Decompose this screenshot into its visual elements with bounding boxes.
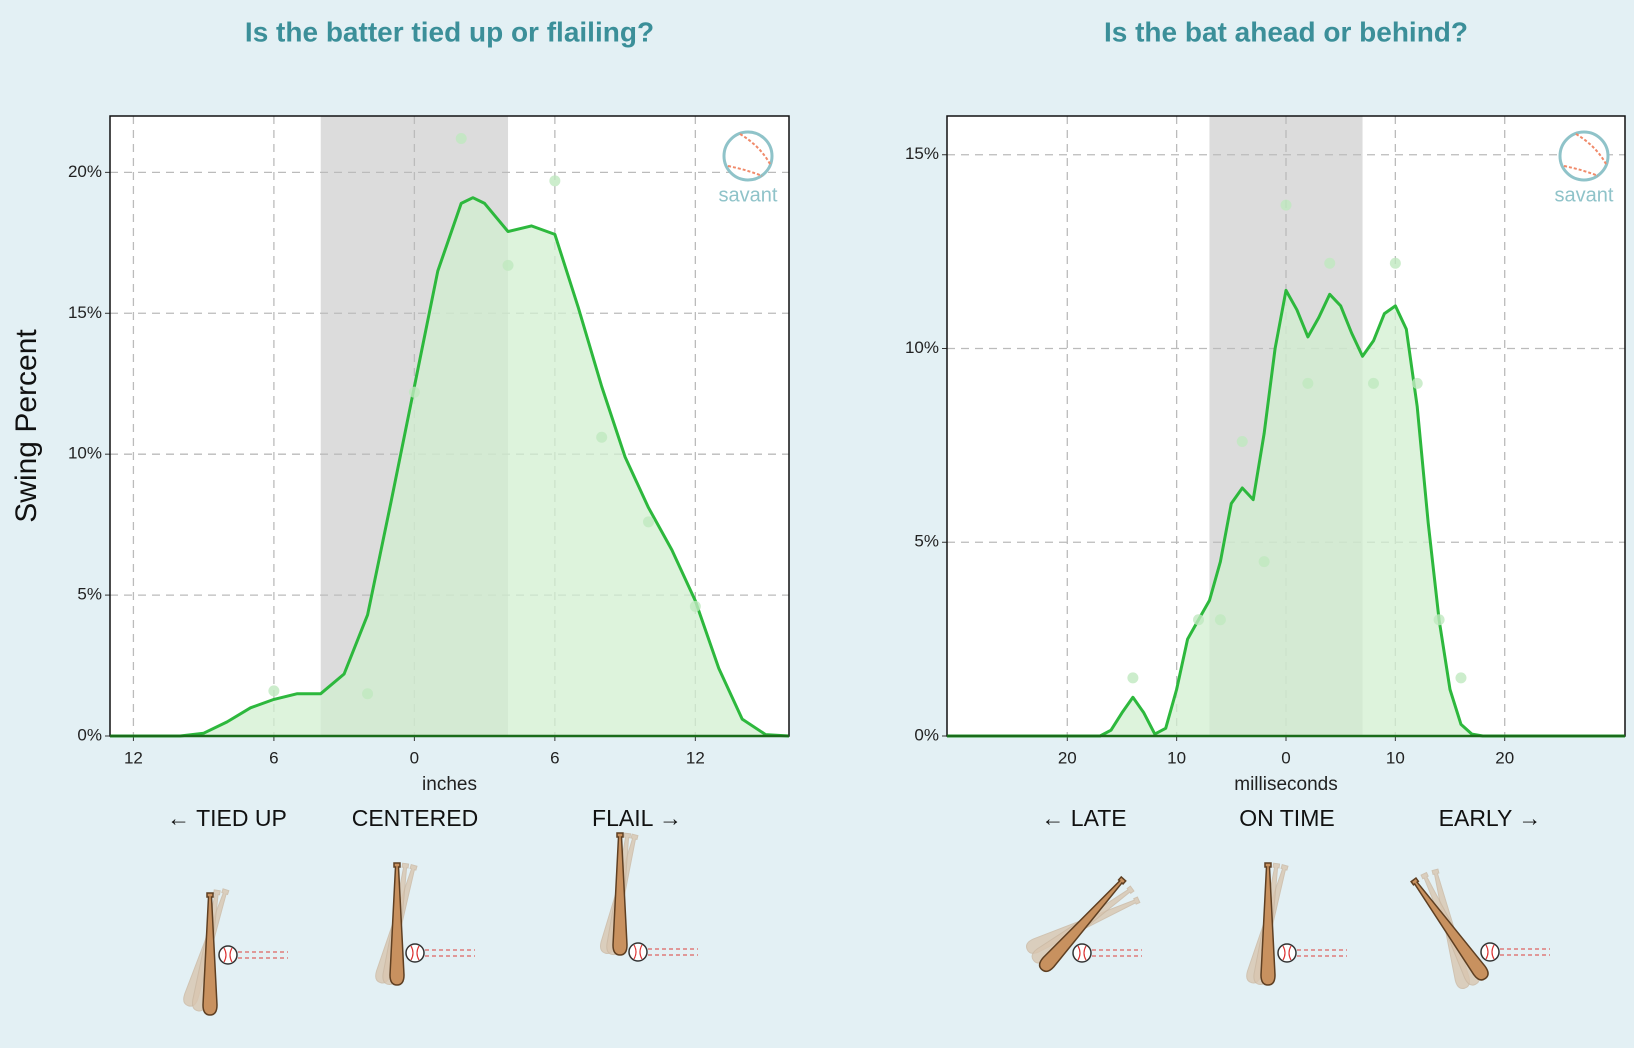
data-point bbox=[1280, 199, 1292, 211]
y-tick-label: 0% bbox=[77, 725, 102, 744]
chart-title: Is the bat ahead or behind? bbox=[1104, 16, 1468, 47]
x-tick-label: 10 bbox=[1386, 748, 1405, 767]
y-tick-label: 0% bbox=[914, 725, 939, 744]
zone-label: CENTERED bbox=[352, 805, 479, 831]
zone-label: ON TIME bbox=[1239, 805, 1334, 831]
data-point bbox=[549, 175, 561, 187]
density-area bbox=[947, 290, 1625, 736]
x-tick-label: 10 bbox=[1167, 748, 1186, 767]
chart: Is the bat ahead or behind? 20 10 0 10 20 0% 5%… bbox=[905, 16, 1626, 831]
x-tick-label: 0 bbox=[1281, 748, 1290, 767]
zone-label: ← LATE bbox=[1041, 805, 1126, 831]
data-point bbox=[408, 386, 420, 398]
x-tick-label: 20 bbox=[1058, 748, 1077, 767]
data-point bbox=[689, 600, 701, 612]
density-line bbox=[947, 288, 1625, 738]
data-point bbox=[1324, 257, 1336, 269]
x-tick-label: 6 bbox=[550, 748, 559, 767]
data-point bbox=[1455, 672, 1467, 684]
data-point bbox=[362, 688, 374, 700]
y-tick-label: 10% bbox=[68, 444, 102, 463]
y-tick-label: 5% bbox=[914, 532, 939, 551]
data-point bbox=[1258, 556, 1270, 568]
bat-illustrations bbox=[181, 832, 1551, 1016]
data-point bbox=[1214, 614, 1226, 626]
data-point bbox=[1127, 672, 1139, 684]
zone-label: ← TIED UP bbox=[167, 805, 287, 831]
data-point bbox=[1389, 257, 1401, 269]
x-tick-label: 12 bbox=[124, 748, 143, 767]
watermark: savant bbox=[719, 184, 778, 206]
x-tick-label: 20 bbox=[1495, 748, 1514, 767]
y-tick-label: 15% bbox=[905, 144, 939, 163]
y-axis-label: Swing Percent bbox=[10, 329, 43, 523]
data-point bbox=[455, 133, 467, 145]
data-point bbox=[268, 685, 280, 697]
data-point bbox=[1411, 377, 1423, 389]
density-area bbox=[110, 197, 789, 736]
y-tick-label: 15% bbox=[68, 303, 102, 322]
x-tick-label: 12 bbox=[686, 748, 705, 767]
y-tick-label: 10% bbox=[905, 338, 939, 357]
logo bbox=[722, 130, 774, 182]
data-point bbox=[502, 259, 514, 271]
x-axis-label: inches bbox=[422, 774, 477, 795]
logo bbox=[1558, 130, 1610, 182]
chart: Is the batter tied up or flailing? 12 6 0 6 1… bbox=[10, 16, 790, 831]
data-point bbox=[1302, 377, 1314, 389]
data-point bbox=[596, 431, 608, 443]
data-point bbox=[1236, 436, 1248, 447]
y-tick-label: 5% bbox=[77, 585, 102, 604]
y-tick-label: 20% bbox=[68, 162, 102, 181]
chart-title: Is the batter tied up or flailing? bbox=[245, 16, 654, 47]
watermark: savant bbox=[1555, 184, 1614, 206]
density-line bbox=[110, 196, 790, 738]
x-tick-label: 0 bbox=[410, 748, 419, 767]
data-point bbox=[643, 516, 655, 528]
x-axis-label: milliseconds bbox=[1234, 774, 1337, 795]
data-point bbox=[1367, 377, 1379, 389]
data-point bbox=[1433, 614, 1445, 626]
x-tick-label: 6 bbox=[269, 748, 278, 767]
zone-label: EARLY → bbox=[1439, 805, 1542, 831]
zone-label: FLAIL → bbox=[592, 805, 682, 831]
data-point bbox=[1193, 614, 1205, 626]
